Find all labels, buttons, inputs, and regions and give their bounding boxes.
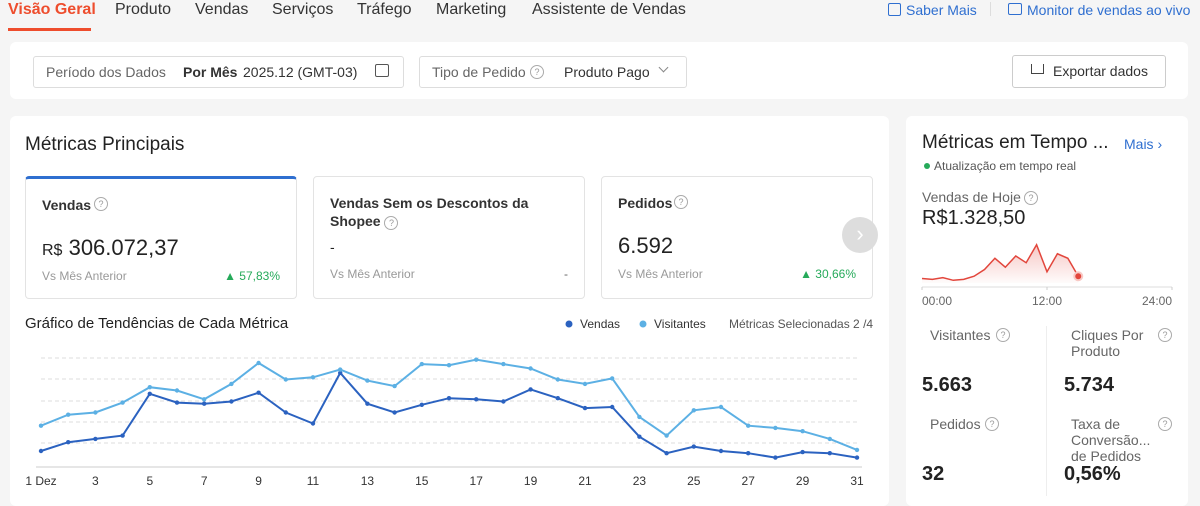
metric-value: 5.734 (1064, 374, 1115, 396)
change: ▲ 57,83% (224, 269, 280, 283)
panel-title: Métricas Principais (25, 134, 185, 155)
download-icon (1031, 64, 1044, 74)
metric-label: Pedidos (930, 416, 981, 432)
card-value: 6.592 (618, 233, 674, 258)
label: Vendas de Hoje (922, 189, 1021, 205)
monitor-icon (1008, 3, 1022, 15)
label: Tipo de Pedido (432, 64, 526, 80)
tab-indicator (8, 28, 91, 31)
value: 2025.12 (GMT-03) (243, 64, 358, 80)
help-icon: ? (1158, 417, 1172, 431)
tab[interactable]: Marketing (436, 1, 507, 18)
label: Por Mês (183, 64, 238, 80)
metric-value: 0,56% (1064, 463, 1121, 485)
compare-label: Vs Mês Anterior (618, 267, 703, 281)
card-title: Vendas (42, 196, 252, 214)
more-link[interactable]: Mais › (1124, 136, 1163, 152)
tab[interactable]: Serviços (272, 1, 334, 18)
metric-card[interactable]: Vendas ? R$ 306.072,37 Vs Mês Anterior ▲… (25, 176, 297, 299)
text: Pedidos (618, 195, 673, 211)
link[interactable]: Saber Mais (906, 2, 977, 18)
calendar-icon (375, 64, 389, 77)
help-icon: ? (530, 65, 544, 79)
change: ▲ 30,66% (800, 267, 856, 281)
help-icon: ? (1158, 328, 1172, 342)
metric-card[interactable]: Vendas Sem os Descontos da Shopee ? - Vs… (313, 176, 585, 299)
tab[interactable]: Visão Geral (8, 1, 96, 18)
help-icon: ? (985, 417, 999, 431)
change: - (564, 267, 568, 281)
compare-label: Vs Mês Anterior (330, 267, 415, 281)
help-icon: ? (94, 197, 108, 211)
tab[interactable]: Tráfego (357, 1, 412, 18)
help-icon: ? (674, 195, 688, 209)
text: Mais (1124, 136, 1154, 152)
text: 57,83% (239, 269, 280, 283)
link[interactable]: Monitor de vendas ao vivo (1027, 2, 1191, 18)
tab[interactable]: Produto (115, 1, 172, 18)
value: R$1.328,50 (922, 207, 1026, 229)
currency: R$ (42, 242, 63, 259)
metric-label: Taxa de Conversão... de Pedidos (1071, 416, 1151, 464)
help-icon: ? (384, 216, 399, 230)
metric-value: 5.663 (922, 374, 973, 396)
chart-note: Métricas Selecionadas 2 /4 (729, 317, 874, 331)
card-value: R$ 306.072,37 (42, 235, 179, 261)
divider (990, 2, 991, 16)
status: Atualização em tempo real (934, 159, 1077, 173)
help-icon: ? (1024, 191, 1038, 205)
amount: 306.072,37 (68, 235, 179, 260)
label: Período dos Dados (46, 64, 166, 80)
main-panel (10, 116, 889, 506)
period-picker[interactable] (33, 56, 404, 88)
button-label: Exportar dados (1053, 63, 1148, 79)
metric-value: 32 (922, 463, 945, 485)
panel-title: Métricas em Tempo ... (922, 132, 1109, 153)
metric-label: Visitantes (930, 327, 991, 343)
card-value: - (330, 239, 335, 255)
divider (1046, 326, 1047, 496)
book-icon (888, 3, 901, 16)
help-icon: ? (996, 328, 1010, 342)
card-title: Pedidos (618, 194, 828, 212)
card-title: Vendas Sem os Descontos da Shopee ? (330, 194, 540, 230)
chart-title: Gráfico de Tendências de Cada Métrica (25, 315, 289, 332)
text: Vendas (42, 197, 92, 213)
tab[interactable]: Assistente de Vendas (532, 1, 686, 18)
metric-card[interactable]: Pedidos ? 6.592 Vs Mês Anterior ▲ 30,66% (601, 176, 873, 299)
tab[interactable]: Vendas (195, 1, 249, 18)
next-button[interactable]: › (842, 217, 878, 253)
export-button[interactable] (1012, 55, 1166, 88)
compare-label: Vs Mês Anterior (42, 269, 127, 283)
order-type-select[interactable] (419, 56, 687, 88)
realtime-panel (906, 116, 1188, 506)
text: Vendas Sem os Descontos da Shopee (330, 195, 529, 229)
text: 30,66% (815, 267, 856, 281)
status-dot (924, 163, 930, 169)
metric-label: Cliques Por Produto (1071, 327, 1144, 359)
value: Produto Pago (564, 64, 650, 80)
